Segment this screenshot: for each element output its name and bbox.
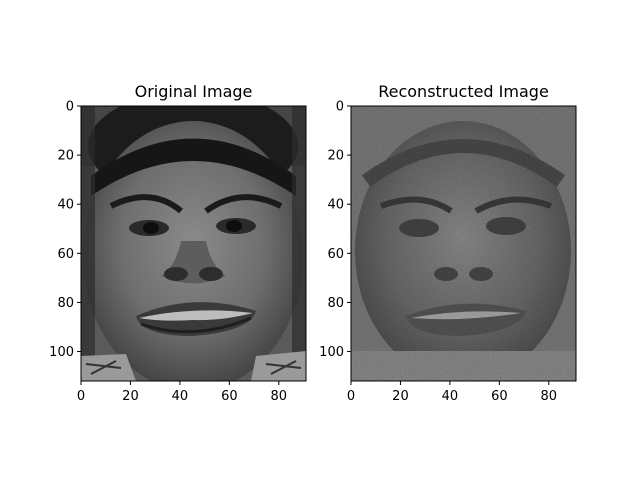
panel-title: Original Image bbox=[135, 82, 253, 101]
y-axis: 0 20 40 60 80 100 bbox=[319, 100, 351, 360]
panel-title: Reconstructed Image bbox=[378, 82, 549, 101]
axes-frame bbox=[350, 105, 577, 382]
y-tick-label: 40 bbox=[57, 198, 74, 213]
x-tick-label: 60 bbox=[491, 389, 508, 404]
y-tick-label: 60 bbox=[57, 247, 74, 262]
y-tick-label: 40 bbox=[327, 198, 344, 213]
axes-frame bbox=[80, 105, 307, 382]
y-tick-label: 100 bbox=[49, 345, 74, 360]
x-axis: 0 20 40 60 80 bbox=[77, 381, 287, 404]
x-tick-label: 40 bbox=[172, 389, 189, 404]
y-tick-label: 80 bbox=[57, 296, 74, 311]
x-tick-label: 80 bbox=[271, 389, 288, 404]
x-tick-label: 0 bbox=[347, 389, 355, 404]
y-tick-label: 100 bbox=[319, 345, 344, 360]
x-tick-label: 60 bbox=[221, 389, 238, 404]
y-tick-label: 0 bbox=[66, 100, 74, 115]
x-tick-label: 20 bbox=[392, 389, 409, 404]
y-tick-label: 20 bbox=[327, 149, 344, 164]
y-tick-label: 0 bbox=[336, 100, 344, 115]
panel-reconstructed: Reconstructed Image 0 20 40 60 80 0 20 40 60 80 1… bbox=[319, 82, 577, 404]
x-tick-label: 40 bbox=[442, 389, 459, 404]
face-image bbox=[81, 106, 306, 381]
y-tick-label: 60 bbox=[327, 247, 344, 262]
panel-original: Original Image 0 20 40 60 80 bbox=[49, 82, 307, 404]
y-tick-label: 20 bbox=[57, 149, 74, 164]
x-tick-label: 80 bbox=[541, 389, 558, 404]
y-axis: 0 20 40 60 80 100 bbox=[49, 100, 81, 360]
x-tick-label: 0 bbox=[77, 389, 85, 404]
reconstructed-image bbox=[351, 106, 576, 381]
y-tick-label: 80 bbox=[327, 296, 344, 311]
x-tick-label: 20 bbox=[122, 389, 139, 404]
x-axis: 0 20 40 60 80 bbox=[347, 381, 557, 404]
